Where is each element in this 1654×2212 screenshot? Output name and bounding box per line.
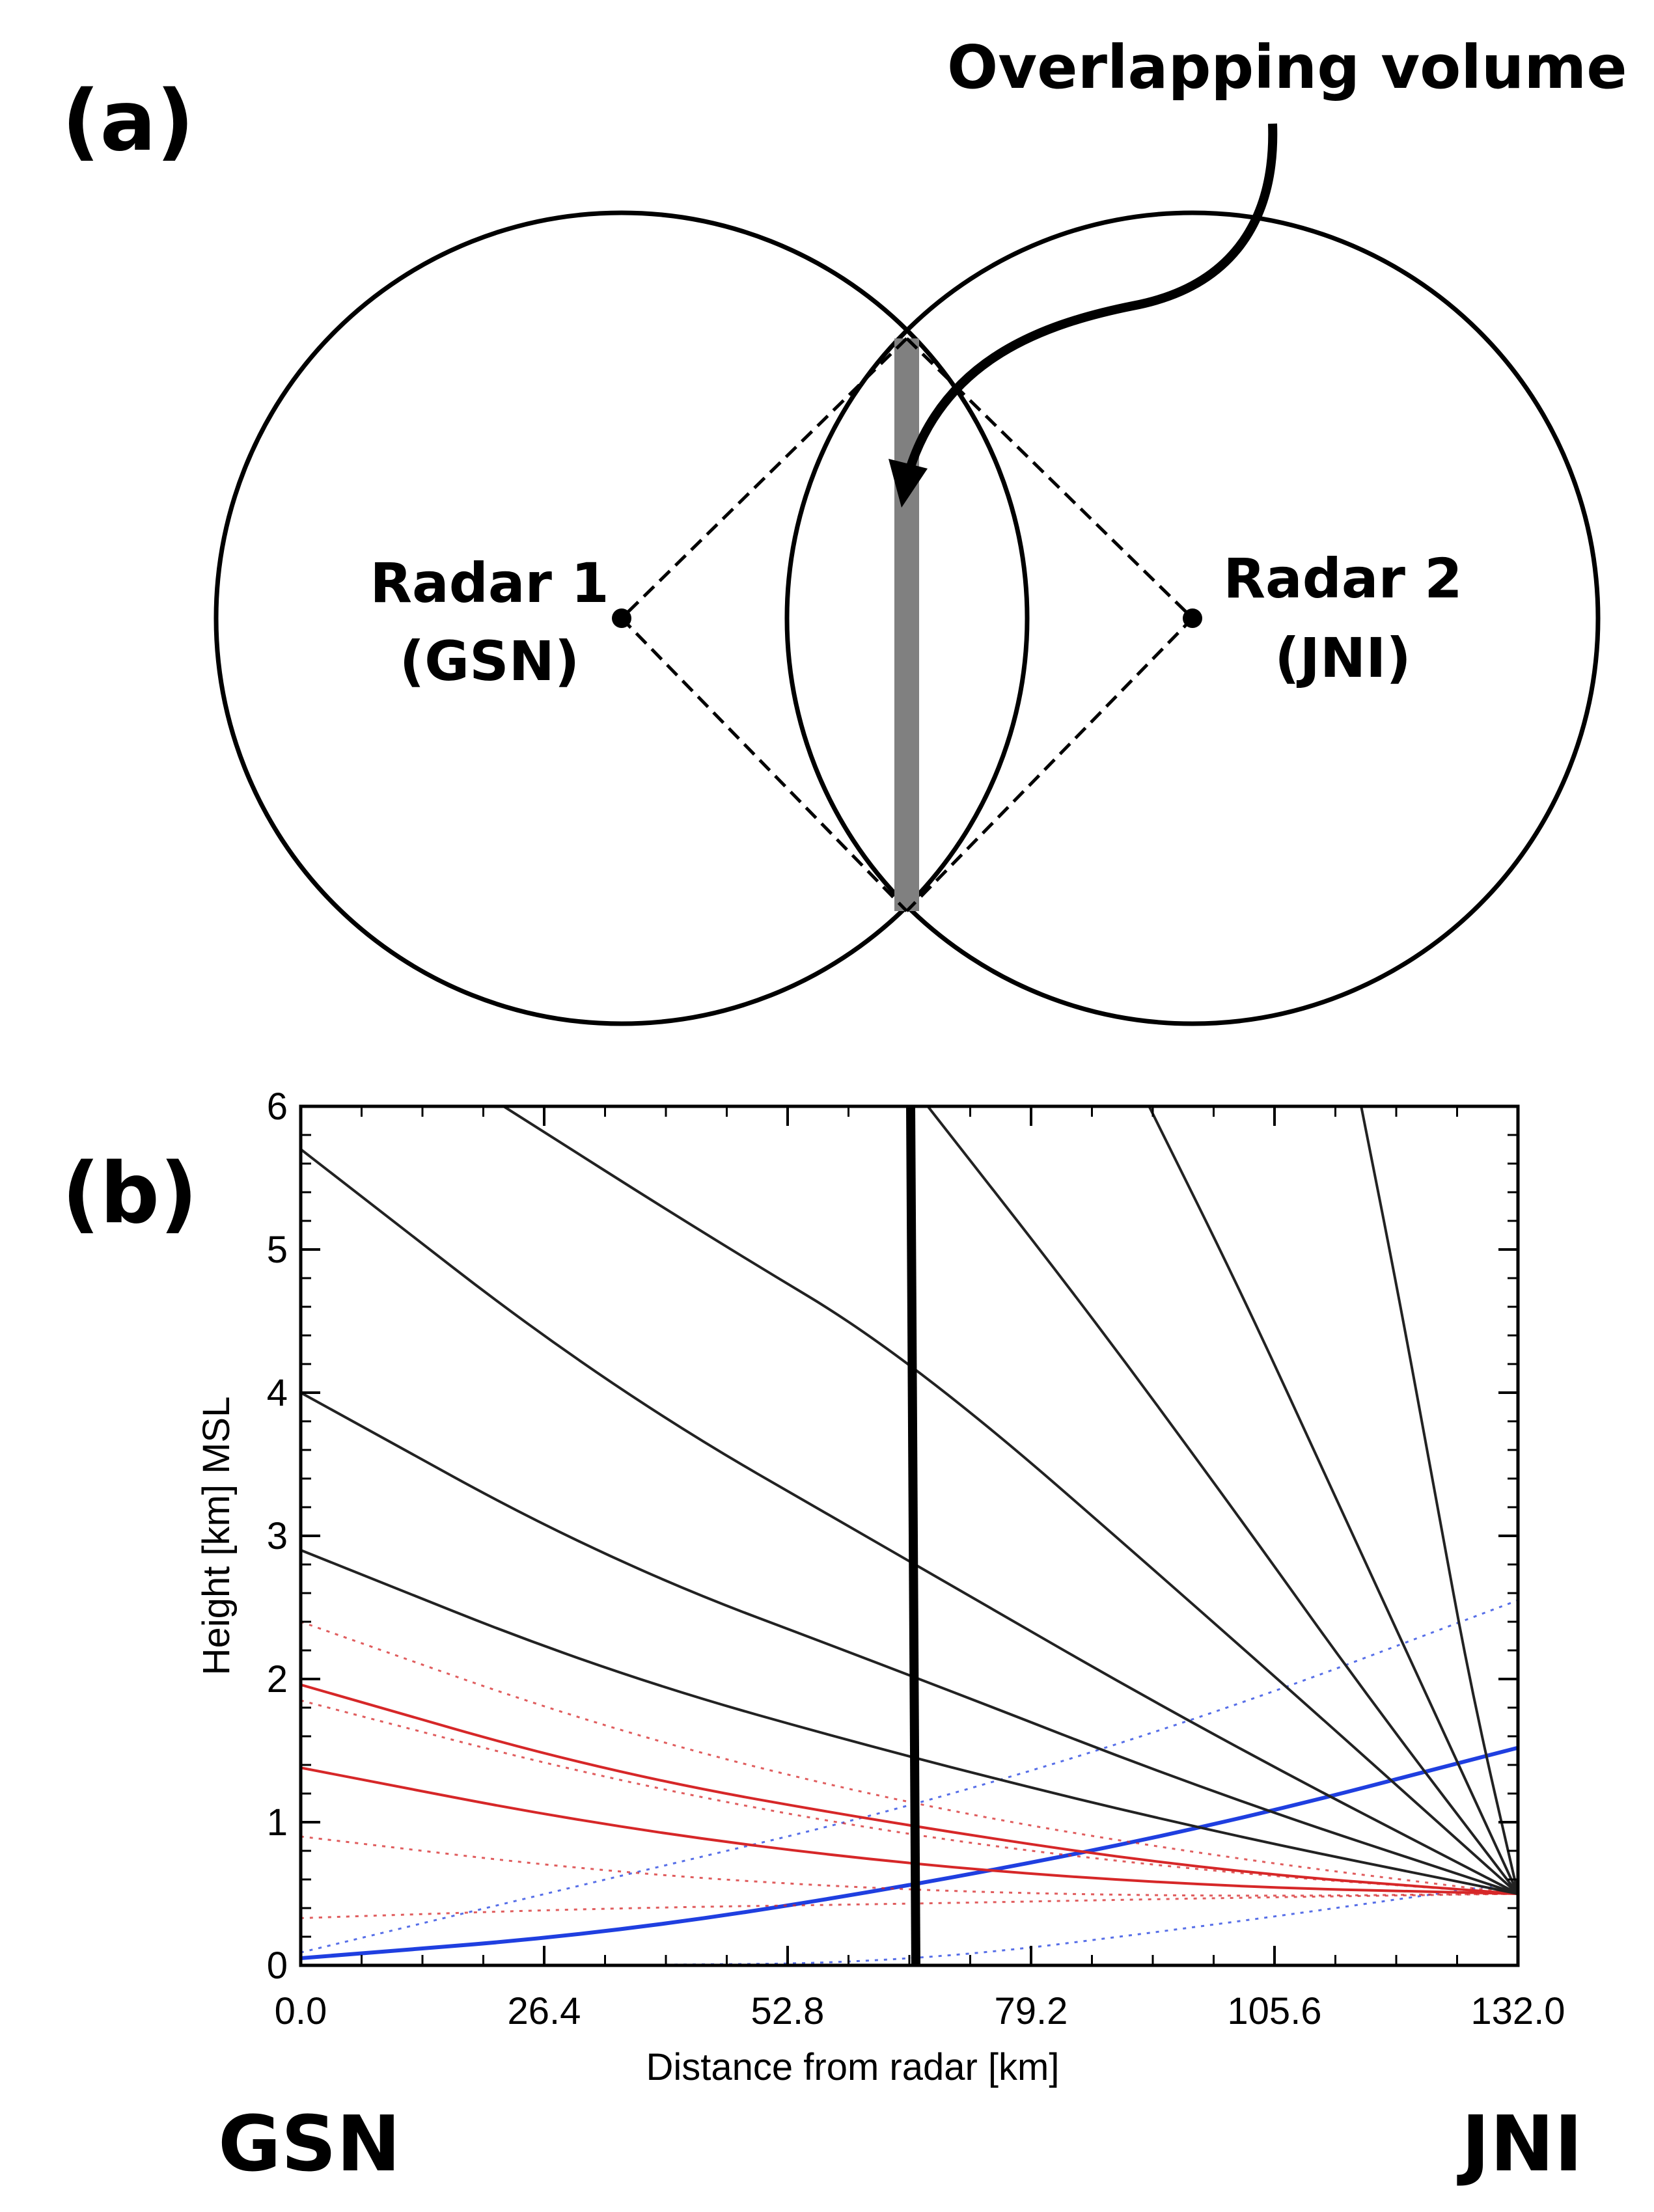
x-tick-label: 132.0: [1470, 1990, 1565, 2032]
panel-a: (a) Overlapping volume Radar 1 (GSN) Rad…: [62, 33, 1627, 1026]
y-tick-label: 0: [267, 1945, 288, 1987]
series-line-15: [1360, 1106, 1518, 1894]
radar2-code: (JNI): [1275, 626, 1411, 690]
series-line-9: [301, 1549, 1518, 1895]
series-line-5: [301, 1699, 1518, 1895]
overlap-callout-text: Overlapping volume: [947, 33, 1627, 102]
radar1-site-dot: [612, 608, 631, 628]
radar2-site-dot: [1183, 608, 1202, 628]
gsn-site-label: GSN: [218, 2099, 401, 2189]
series-line-3: [301, 1766, 1518, 1895]
series-line-12: [503, 1106, 1518, 1895]
panel-a-label: (a): [62, 73, 194, 170]
series-line-6: [301, 1683, 1518, 1895]
radar2-coverage-circle: [784, 210, 1601, 1026]
radar1-coverage-circle: [214, 210, 1030, 1026]
panel-b: (b) 0.0 26.4 52.8 79.2 105.6 132.0 0 1 2 3 4 5 6 Dis…: [62, 1086, 1583, 2189]
series-line-1: [301, 1881, 1518, 1965]
y-tick-label: 4: [267, 1372, 288, 1414]
series-line-0: [301, 1745, 1518, 1960]
radar2-name: Radar 2: [1223, 547, 1462, 610]
x-tick-label: 52.8: [751, 1990, 825, 2032]
axis-ticks: 0.0 26.4 52.8 79.2 105.6 132.0 0 1 2 3 4 5 6: [267, 1086, 1565, 2032]
radar2-dashed-rays: [905, 337, 1195, 912]
series-line-8: [301, 1620, 1518, 1895]
y-tick-label: 3: [267, 1515, 288, 1557]
radar1-name: Radar 1: [370, 551, 609, 615]
y-tick-label: 1: [267, 1801, 288, 1844]
plot-lines: [301, 1106, 1518, 1965]
x-tick-label: 105.6: [1227, 1990, 1321, 2032]
series-line-14: [1148, 1106, 1518, 1894]
jni-site-label: JNI: [1457, 2099, 1583, 2189]
series-line-13: [926, 1106, 1518, 1895]
panel-b-label: (b): [62, 1145, 198, 1242]
series-line-4: [301, 1835, 1518, 1897]
radar1-code: (GSN): [400, 629, 580, 693]
overlap-line: [906, 1106, 920, 1965]
radar1-dashed-rays: [619, 337, 908, 912]
y-tick-label: 5: [267, 1229, 288, 1271]
x-tick-label: 26.4: [508, 1990, 581, 2032]
y-tick-label: 2: [267, 1658, 288, 1700]
series-line-7: [301, 1892, 1518, 1919]
callout-arrow: [902, 123, 1278, 483]
x-tick-label: 79.2: [995, 1990, 1068, 2032]
x-tick-label: 0.0: [275, 1990, 327, 2032]
y-tick-label: 6: [267, 1086, 288, 1128]
x-axis-title: Distance from radar [km]: [646, 2046, 1060, 2088]
y-axis-title: Height [km] MSL: [195, 1397, 238, 1676]
series-line-2: [301, 1599, 1518, 1954]
callout-arrowhead-icon: [889, 459, 928, 508]
series-line-11: [301, 1148, 1518, 1895]
series-line-10: [301, 1391, 1518, 1895]
overlap-volume-bar: [894, 338, 919, 911]
